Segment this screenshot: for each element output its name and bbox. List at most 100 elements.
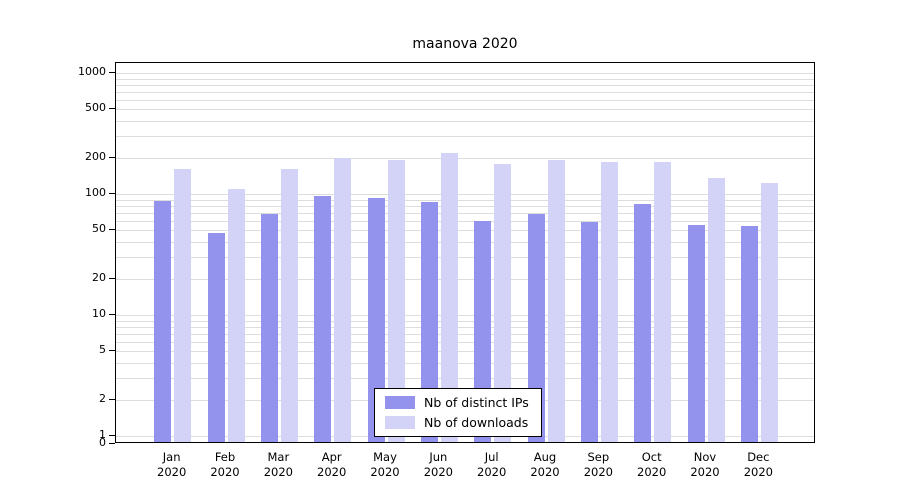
x-axis-tick-label-line: 2020 [370, 465, 400, 479]
x-axis-tick-label: Jan 2020 [144, 450, 200, 480]
gridline [116, 341, 814, 343]
plot-area [115, 62, 815, 443]
y-axis-tick-label: 2 [99, 391, 106, 405]
gridline [116, 220, 814, 222]
chart-title: maanova 2020 [412, 36, 518, 52]
x-axis-tick-label-line: Mar [267, 450, 290, 464]
gridline [116, 199, 814, 201]
y-axis-tick-label: 1 [99, 428, 106, 441]
bar-distinct-ips [314, 196, 332, 442]
bar-distinct-ips [687, 225, 705, 442]
y-axis-tick-mark [109, 350, 115, 352]
gridline [116, 157, 814, 159]
gridline [116, 73, 814, 74]
x-axis-tick-label: Aug 2020 [517, 450, 573, 480]
x-axis-tick-label-line: 2020 [263, 465, 293, 479]
x-axis-tick-label-line: 2020 [743, 465, 773, 479]
legend-entry: Nb of distinct IPs [385, 395, 529, 410]
y-axis-tick-label: 1000 [78, 65, 106, 78]
gridline [116, 212, 814, 214]
gridline [116, 363, 814, 365]
gridline [116, 78, 814, 80]
x-axis-tick-label-line: 2020 [157, 465, 187, 479]
gridline [116, 91, 814, 93]
y-axis-tick-mark [109, 72, 115, 73]
x-axis-tick-label-line: Feb [214, 450, 236, 464]
y-axis-tick-mark [109, 435, 115, 436]
gridline [116, 278, 814, 280]
x-axis-tick-label: Dec 2020 [730, 450, 786, 480]
y-axis-tick-label: 5 [99, 343, 106, 357]
gridline [116, 121, 814, 123]
x-axis-tick-label-line: Oct [641, 450, 662, 464]
x-axis-tick-label-line: 2020 [317, 465, 347, 479]
x-axis-tick-label: Jun 2020 [410, 450, 466, 480]
bar-downloads [387, 159, 405, 442]
bar-distinct-ips [634, 203, 652, 442]
bar-downloads [440, 153, 458, 442]
bar-distinct-ips [154, 200, 172, 442]
gridline [116, 257, 814, 259]
gridline [116, 205, 814, 207]
x-axis-tick-label-line: 2020 [637, 465, 667, 479]
y-axis-tick-label: 100 [85, 186, 106, 199]
y-axis-tick-mark [109, 156, 115, 158]
x-axis-tick-label-line: Aug [533, 450, 557, 464]
x-axis-tick-label-line: Nov [693, 450, 717, 464]
x-axis-tick-label: Nov 2020 [677, 450, 733, 480]
bar-downloads [494, 164, 512, 442]
x-axis-tick-label-line: Apr [321, 450, 342, 464]
y-axis-tick-mark [109, 398, 115, 400]
gridline [116, 136, 814, 138]
bar-distinct-ips [420, 201, 438, 442]
bar-downloads [600, 161, 618, 442]
x-axis-tick-label-line: 2020 [690, 465, 720, 479]
x-axis-tick-label-line: Jan [162, 450, 181, 464]
y-axis-tick-mark [109, 229, 115, 231]
x-axis-tick-label: Jul 2020 [464, 450, 520, 480]
gridline [116, 315, 814, 316]
legend: Nb of distinct IPs Nb of downloads [374, 388, 542, 437]
bar-downloads [654, 161, 672, 442]
x-axis-tick-label: Feb 2020 [197, 450, 253, 480]
bar-downloads [760, 183, 778, 442]
gridline [116, 333, 814, 335]
bar-distinct-ips [367, 197, 385, 442]
bar-distinct-ips [740, 226, 758, 442]
x-axis-tick-label: Sep 2020 [570, 450, 626, 480]
x-axis-tick-label-line: Jun [429, 450, 448, 464]
y-axis-tick-mark [109, 277, 115, 279]
x-axis-tick-label-line: 2020 [530, 465, 560, 479]
y-axis-tick-label: 500 [85, 101, 106, 115]
bar-downloads [227, 189, 245, 442]
gridline [116, 99, 814, 101]
y-axis-tick-label: 50 [92, 222, 106, 236]
gridline [116, 242, 814, 244]
y-axis-tick-mark [109, 443, 115, 444]
bar-distinct-ips [260, 213, 278, 442]
x-axis-tick-label: Apr 2020 [304, 450, 360, 480]
gridline [116, 320, 814, 322]
bar-downloads [707, 178, 725, 442]
x-axis-tick-label-line: Sep [587, 450, 610, 464]
x-axis-tick-label: May 2020 [357, 450, 413, 480]
bar-downloads [334, 158, 352, 442]
x-axis-tick-label-line: 2020 [583, 465, 613, 479]
bar-downloads [280, 168, 298, 442]
legend-label: Nb of downloads [424, 415, 529, 430]
gridline [116, 378, 814, 380]
gridline [116, 109, 814, 111]
legend-entry: Nb of downloads [385, 415, 529, 430]
y-axis-tick-label: 20 [92, 270, 106, 284]
bar-distinct-ips [580, 222, 598, 442]
bar-distinct-ips [474, 220, 492, 442]
bar-distinct-ips [207, 232, 225, 442]
gridline [116, 194, 814, 195]
y-axis-tick-label: 200 [85, 149, 106, 163]
x-axis-tick-label-line: Dec [747, 450, 770, 464]
bar-downloads [174, 168, 192, 442]
legend-swatch [385, 416, 415, 429]
x-axis-tick-label-line: 2020 [423, 465, 453, 479]
y-axis-tick-label: 10 [92, 307, 106, 320]
